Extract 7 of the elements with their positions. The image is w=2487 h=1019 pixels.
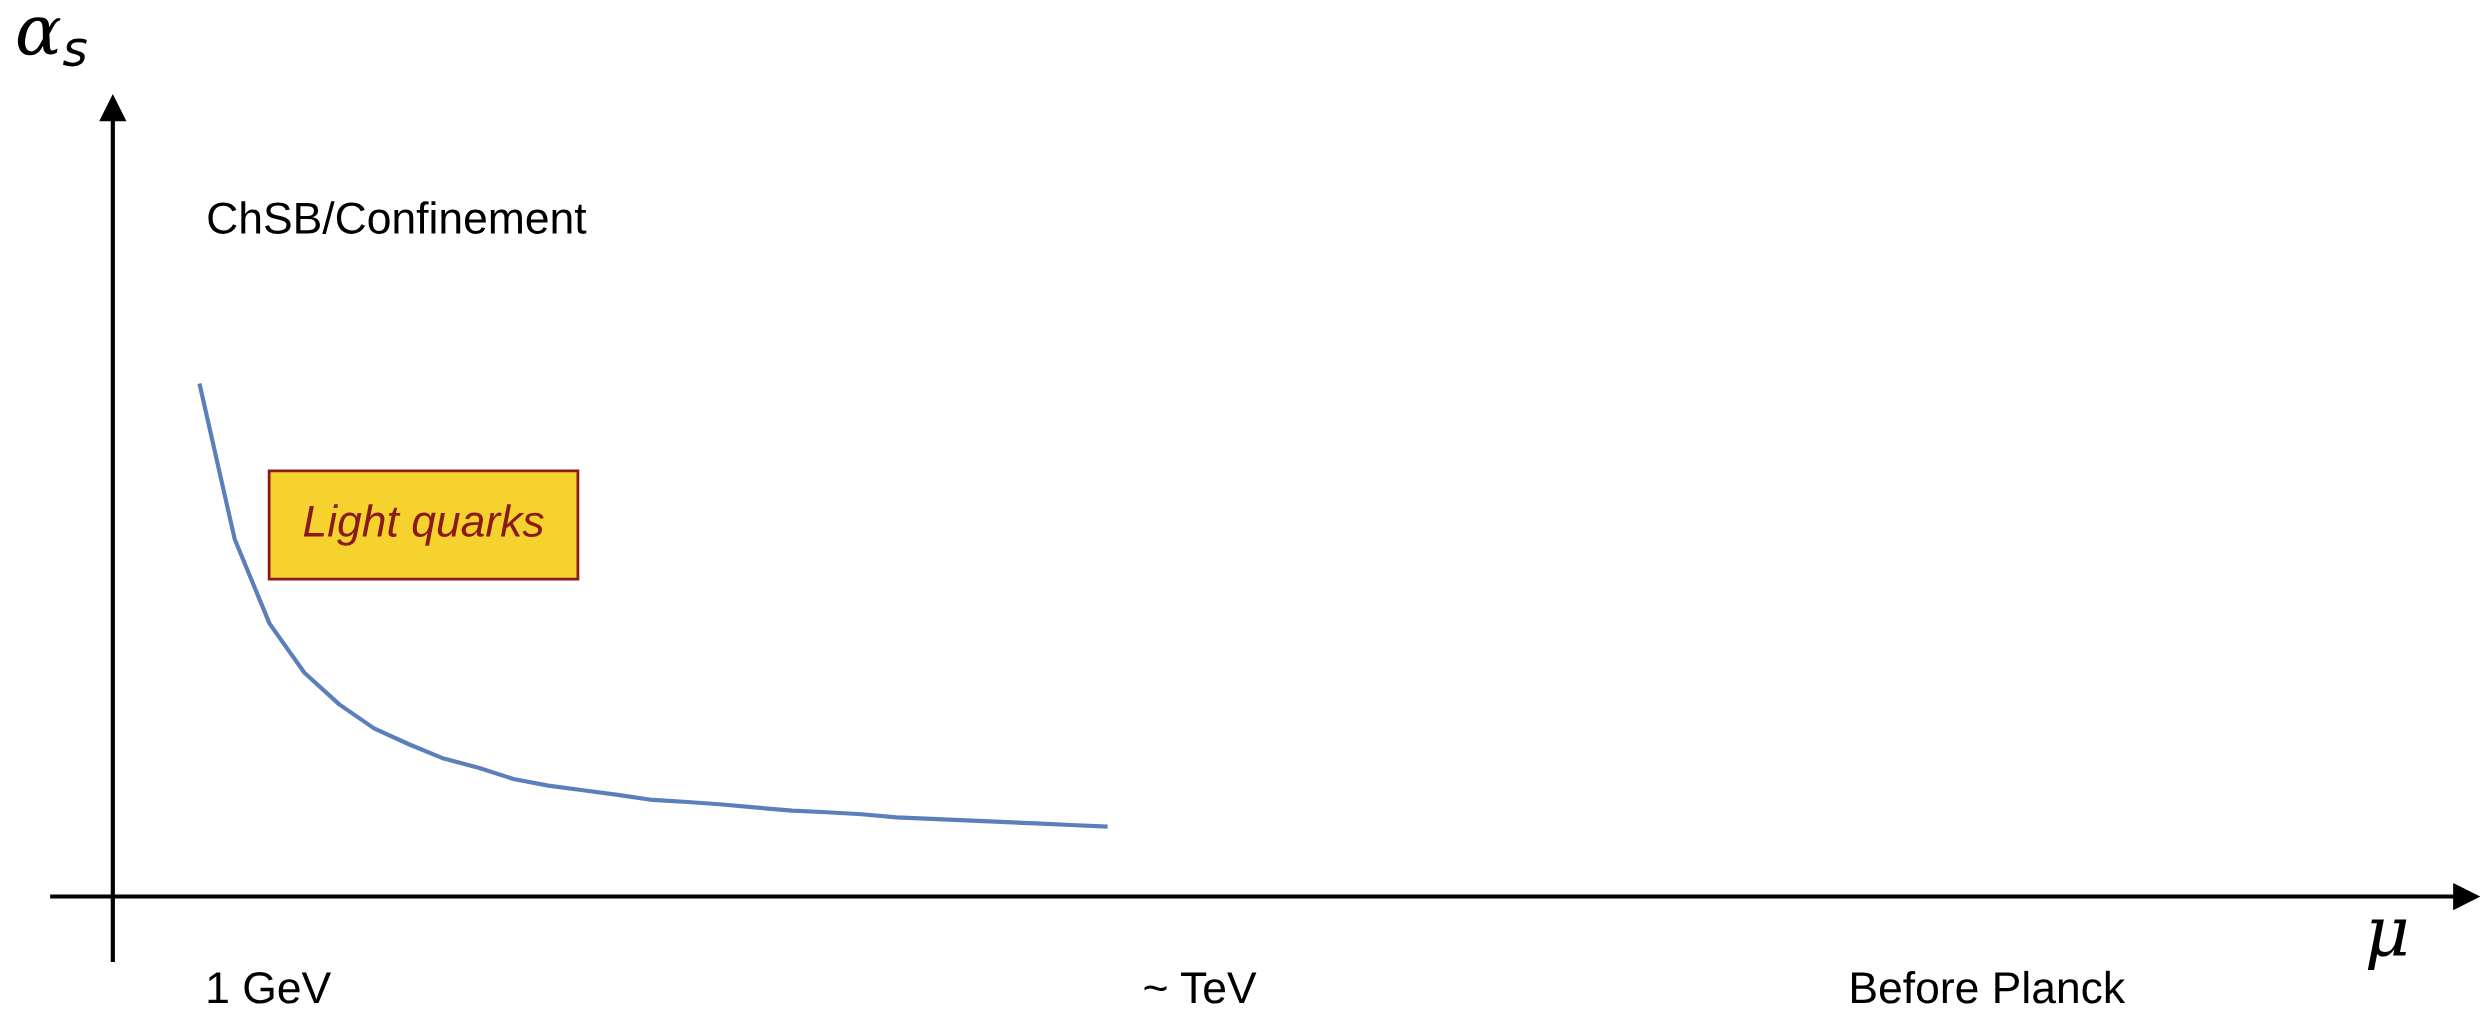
text: ~ TeV xyxy=(1144,972,1257,1004)
text: ChSB/Confinement xyxy=(208,201,587,234)
text: μ xyxy=(2367,919,2407,970)
y-axis-title: α$_{s}$ xyxy=(17,17,87,67)
annotation: Light quarks xyxy=(303,504,544,546)
text: 1 GeV xyxy=(208,972,331,1004)
text: Before Planck xyxy=(1852,970,2126,1004)
